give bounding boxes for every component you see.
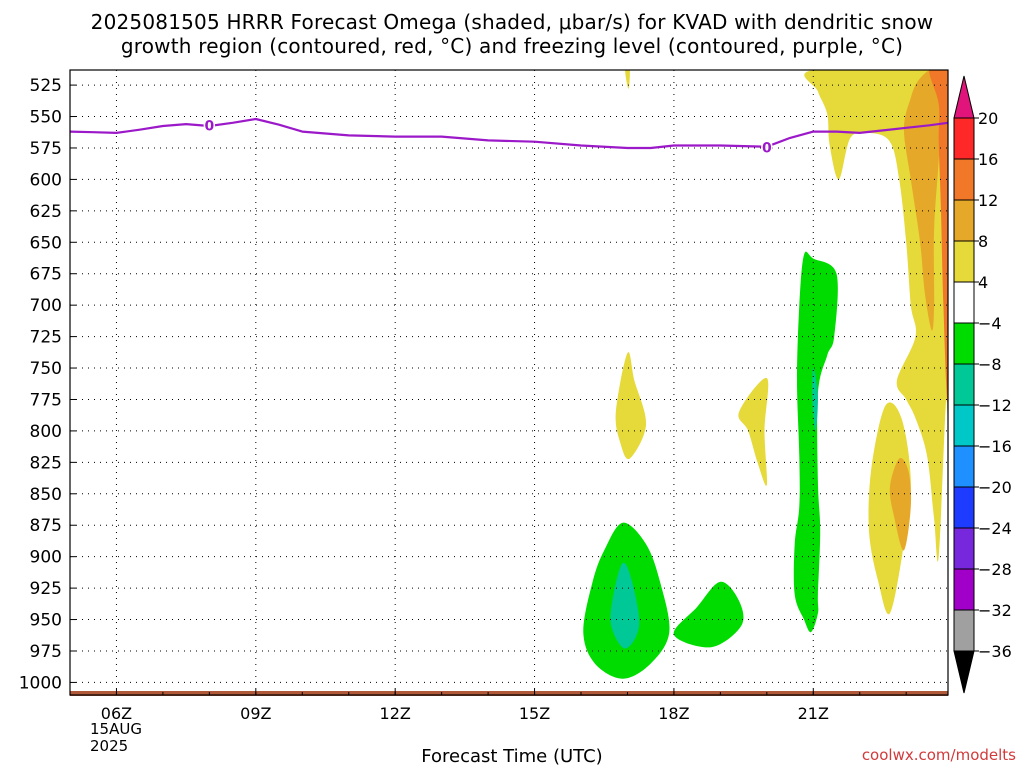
y-tick-label: 750 bbox=[30, 359, 62, 379]
date-label-day: 15AUG bbox=[90, 720, 142, 738]
y-tick-label: 900 bbox=[30, 548, 62, 568]
colorbar-segment bbox=[953, 240, 975, 283]
plot-frame bbox=[69, 69, 949, 696]
omega-region-3 bbox=[929, 70, 948, 403]
colorbar-label: 16 bbox=[978, 150, 998, 169]
freezing-level-label: 0 bbox=[762, 141, 772, 157]
colorbar-label: −8 bbox=[978, 355, 1002, 374]
colorbar-segment bbox=[953, 117, 975, 160]
colorbar-label: −32 bbox=[978, 601, 1012, 620]
omega-region-11 bbox=[610, 562, 640, 649]
colorbar-label: −20 bbox=[978, 478, 1012, 497]
colorbar-segment bbox=[953, 568, 975, 611]
credit-link[interactable]: coolwx.com/modelts bbox=[861, 746, 1016, 764]
colorbar-segment bbox=[953, 486, 975, 529]
colorbar-label: 20 bbox=[978, 109, 998, 128]
date-label-year: 2025 bbox=[90, 737, 129, 755]
colorbar-label: 12 bbox=[978, 191, 998, 210]
colorbar-label: 8 bbox=[978, 232, 988, 251]
x-axis-label: Forecast Time (UTC) bbox=[421, 746, 603, 767]
y-tick-label: 775 bbox=[30, 390, 62, 410]
freezing-level-line bbox=[69, 117, 949, 150]
colorbar-label: 4 bbox=[978, 273, 988, 292]
colorbar-over-triangle bbox=[953, 75, 975, 119]
omega-region-12 bbox=[673, 581, 744, 648]
colorbar-under-triangle bbox=[953, 650, 975, 694]
y-tick-label: 625 bbox=[30, 202, 62, 222]
colorbar-segment bbox=[953, 199, 975, 242]
omega-region-1 bbox=[868, 402, 911, 615]
colorbar-label: −28 bbox=[978, 560, 1012, 579]
colorbar-segment bbox=[953, 363, 975, 406]
y-tick-label: 1000 bbox=[19, 673, 62, 693]
y-tick-label: 875 bbox=[30, 516, 62, 536]
chart-title-line-1: 2025081505 HRRR Forecast Omega (shaded, … bbox=[90, 10, 934, 34]
omega-region-4 bbox=[889, 458, 912, 551]
y-tick-label: 725 bbox=[30, 328, 62, 348]
x-tick-label: 18Z bbox=[658, 704, 689, 723]
omega-region-8 bbox=[793, 251, 838, 633]
date-label: 15AUG 2025 bbox=[90, 721, 142, 755]
colorbar-segment bbox=[953, 445, 975, 488]
grid-layer bbox=[70, 70, 948, 695]
y-tick-label: 650 bbox=[30, 233, 62, 253]
colorbar-segment bbox=[953, 527, 975, 570]
chart-title-line-2: growth region (contoured, red, °C) and f… bbox=[120, 34, 904, 58]
colorbar-segment bbox=[953, 322, 975, 365]
colorbar-label: −16 bbox=[978, 437, 1012, 456]
x-tick-label: 12Z bbox=[380, 704, 411, 723]
y-tick-label: 975 bbox=[30, 642, 62, 662]
axes-layer: 525 550 575 600 625 650 675 700 725 750 775 800 825 8… bbox=[19, 69, 949, 723]
y-tick-label: 675 bbox=[30, 265, 62, 285]
surface-layer bbox=[70, 691, 948, 696]
x-tick-label: 15Z bbox=[519, 704, 550, 723]
colorbar-segment bbox=[953, 404, 975, 447]
y-tick-label: 550 bbox=[30, 108, 62, 128]
y-tick-label: 800 bbox=[30, 422, 62, 442]
omega-region-9 bbox=[812, 367, 818, 431]
y-tick-label: 925 bbox=[30, 579, 62, 599]
omega-region-7 bbox=[625, 70, 630, 89]
colorbar-label: −24 bbox=[978, 519, 1012, 538]
colorbar-label: −36 bbox=[978, 642, 1012, 661]
y-tick-label: 950 bbox=[30, 611, 62, 631]
colorbar-label: −12 bbox=[978, 396, 1012, 415]
omega-region-2 bbox=[903, 70, 941, 331]
y-tick-label: 525 bbox=[30, 76, 62, 96]
omega-fill-layer bbox=[583, 70, 948, 679]
colorbar-segment bbox=[953, 609, 975, 652]
x-tick-label: 06Z bbox=[101, 704, 132, 723]
x-tick-label: 09Z bbox=[240, 704, 271, 723]
y-tick-label: 850 bbox=[30, 485, 62, 505]
colorbar: 20 16 12 8 4 −4 −8 −12 −16 −20 −24 −28 −32 −36 bbox=[953, 75, 1012, 694]
omega-region-5 bbox=[615, 352, 647, 460]
y-tick-label: 825 bbox=[30, 453, 62, 473]
omega-region-6 bbox=[738, 377, 769, 486]
colorbar-segment bbox=[953, 158, 975, 201]
colorbar-label: −4 bbox=[978, 314, 1002, 333]
omega-region-0 bbox=[804, 70, 948, 562]
colorbar-segment bbox=[953, 281, 975, 324]
x-tick-label: 21Z bbox=[798, 704, 829, 723]
surface-band bbox=[70, 691, 948, 696]
freezing-level-label: 0 bbox=[204, 119, 214, 135]
y-tick-label: 600 bbox=[30, 170, 62, 190]
y-tick-label: 700 bbox=[30, 296, 62, 316]
freezing-level-layer: 00 bbox=[69, 117, 949, 158]
y-tick-label: 575 bbox=[30, 139, 62, 159]
